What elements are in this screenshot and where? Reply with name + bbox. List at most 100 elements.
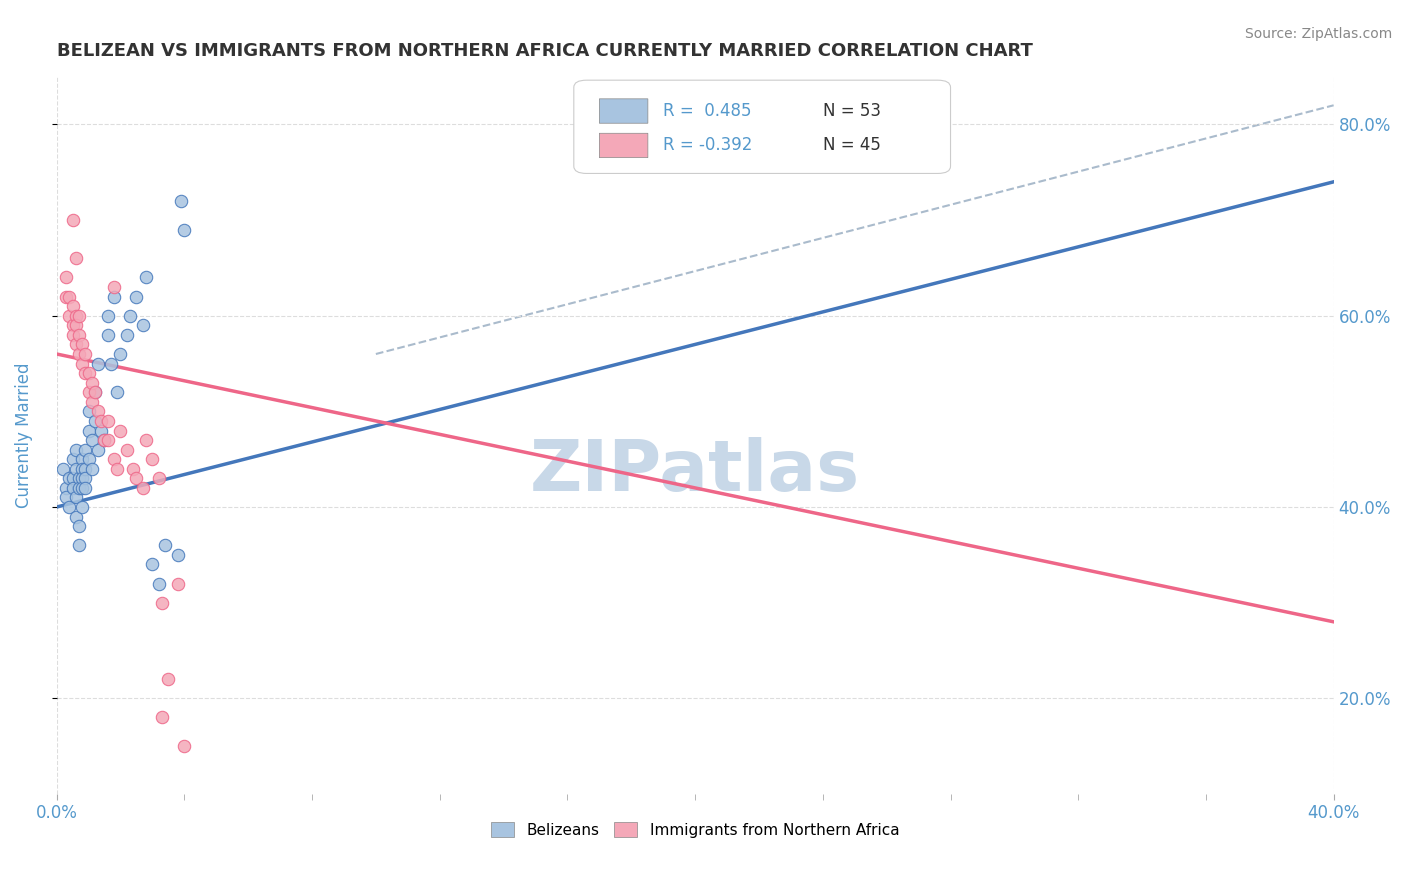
Point	[141, 452, 163, 467]
Point	[65, 509, 87, 524]
Point	[115, 327, 138, 342]
Point	[103, 452, 125, 467]
Text: N = 45: N = 45	[823, 136, 880, 154]
Text: R = -0.392: R = -0.392	[664, 136, 752, 154]
Point	[122, 462, 145, 476]
Point	[132, 481, 155, 495]
Point	[67, 519, 90, 533]
Point	[80, 376, 103, 390]
Point	[100, 357, 122, 371]
Point	[62, 299, 84, 313]
Point	[67, 309, 90, 323]
Point	[97, 414, 120, 428]
Point	[118, 309, 141, 323]
Point	[80, 433, 103, 447]
Point	[148, 576, 170, 591]
Point	[173, 222, 195, 236]
Point	[55, 491, 77, 505]
Point	[65, 462, 87, 476]
Point	[62, 481, 84, 495]
Point	[62, 327, 84, 342]
Point	[87, 357, 110, 371]
Point	[62, 452, 84, 467]
Point	[67, 347, 90, 361]
Point	[58, 290, 80, 304]
Point	[67, 471, 90, 485]
Point	[77, 424, 100, 438]
Y-axis label: Currently Married: Currently Married	[15, 362, 32, 508]
Point	[58, 471, 80, 485]
Point	[67, 481, 90, 495]
FancyBboxPatch shape	[574, 80, 950, 173]
Point	[65, 318, 87, 333]
Point	[132, 318, 155, 333]
Point	[70, 500, 93, 514]
Point	[170, 194, 193, 208]
Point	[84, 385, 107, 400]
Point	[150, 710, 173, 724]
Point	[75, 366, 97, 380]
Point	[77, 452, 100, 467]
Point	[55, 290, 77, 304]
Point	[75, 462, 97, 476]
Point	[90, 414, 112, 428]
Point	[84, 385, 107, 400]
Point	[150, 596, 173, 610]
Point	[93, 433, 115, 447]
Point	[125, 290, 148, 304]
Point	[62, 318, 84, 333]
Point	[65, 252, 87, 266]
Point	[65, 309, 87, 323]
FancyBboxPatch shape	[599, 99, 648, 123]
Point	[97, 327, 120, 342]
Point	[65, 337, 87, 351]
Point	[70, 462, 93, 476]
Point	[90, 424, 112, 438]
Point	[75, 442, 97, 457]
Point	[87, 442, 110, 457]
Point	[110, 347, 132, 361]
Point	[135, 270, 157, 285]
Point	[167, 576, 190, 591]
Point	[103, 280, 125, 294]
Point	[105, 462, 128, 476]
Point	[70, 471, 93, 485]
Text: Source: ZipAtlas.com: Source: ZipAtlas.com	[1244, 27, 1392, 41]
Point	[70, 337, 93, 351]
Point	[67, 327, 90, 342]
Point	[93, 433, 115, 447]
Text: N = 53: N = 53	[823, 102, 880, 120]
Point	[75, 481, 97, 495]
Point	[77, 366, 100, 380]
Point	[84, 414, 107, 428]
Text: R =  0.485: R = 0.485	[664, 102, 752, 120]
Legend: Belizeans, Immigrants from Northern Africa: Belizeans, Immigrants from Northern Afri…	[485, 815, 905, 844]
Point	[55, 270, 77, 285]
Point	[77, 385, 100, 400]
Point	[62, 471, 84, 485]
Point	[52, 462, 75, 476]
Point	[167, 548, 190, 562]
Point	[105, 385, 128, 400]
Point	[110, 424, 132, 438]
Point	[153, 538, 176, 552]
Point	[75, 471, 97, 485]
Point	[125, 471, 148, 485]
Point	[55, 481, 77, 495]
Point	[173, 739, 195, 754]
Text: BELIZEAN VS IMMIGRANTS FROM NORTHERN AFRICA CURRENTLY MARRIED CORRELATION CHART: BELIZEAN VS IMMIGRANTS FROM NORTHERN AFR…	[56, 42, 1032, 60]
Point	[65, 491, 87, 505]
Point	[135, 433, 157, 447]
Point	[75, 347, 97, 361]
Point	[80, 394, 103, 409]
Point	[67, 538, 90, 552]
Point	[157, 672, 180, 686]
Point	[97, 309, 120, 323]
Point	[97, 433, 120, 447]
Point	[77, 404, 100, 418]
Point	[148, 471, 170, 485]
Point	[58, 309, 80, 323]
Point	[62, 213, 84, 227]
Point	[70, 481, 93, 495]
Point	[141, 558, 163, 572]
